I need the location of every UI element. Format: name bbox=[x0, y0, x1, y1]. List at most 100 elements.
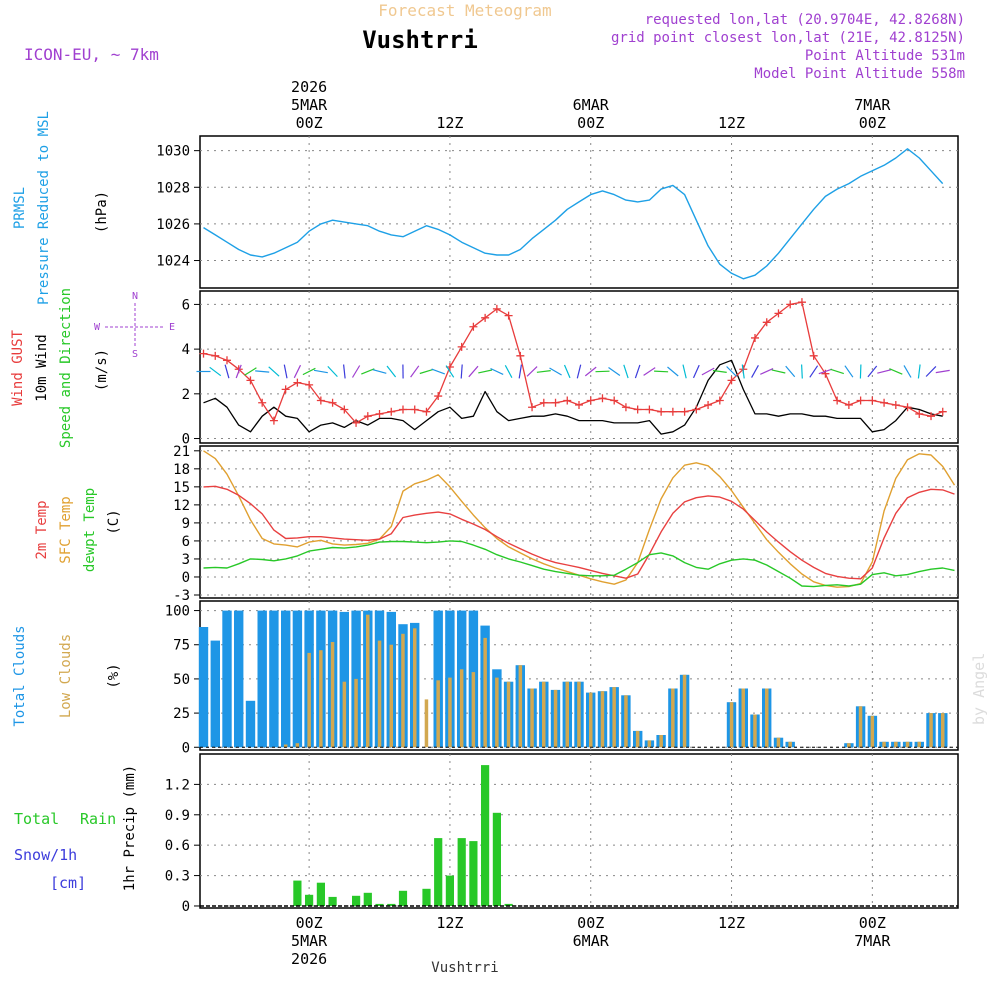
wind-direction-arrow bbox=[469, 366, 478, 377]
total-cloud-bar bbox=[281, 611, 290, 748]
clouds-ytick-label: 75 bbox=[173, 638, 190, 654]
low-cloud-bar bbox=[390, 645, 394, 748]
wind-direction-arrow bbox=[926, 366, 936, 376]
top-time-label: 00Z bbox=[577, 114, 604, 132]
gust-marker bbox=[610, 397, 618, 405]
wind-direction-arrow bbox=[596, 371, 610, 372]
rain-bar bbox=[469, 841, 477, 906]
rain-bar bbox=[364, 893, 372, 906]
temperature-ytick-label: 18 bbox=[173, 462, 190, 478]
low-cloud-bar bbox=[331, 642, 335, 747]
gridpoint-coords: grid point closest lon,lat (21E, 42.8125… bbox=[611, 30, 965, 46]
wind-direction-arrow bbox=[344, 365, 346, 379]
location-title: Vushtrri bbox=[362, 26, 478, 54]
pressure-ytick-label: 1024 bbox=[156, 254, 190, 270]
wind-direction-arrow bbox=[802, 365, 803, 379]
bottom-time-label: 6MAR bbox=[573, 932, 610, 950]
wind-direction-arrow bbox=[668, 367, 679, 376]
wind-direction-arrow bbox=[411, 366, 419, 377]
low-cloud-bar bbox=[542, 682, 546, 748]
compass-n: N bbox=[132, 291, 138, 302]
top-time-label: 00Z bbox=[296, 114, 323, 132]
pressure-ytick-label: 1030 bbox=[156, 144, 190, 160]
wind-direction-arrow bbox=[624, 365, 628, 378]
total-clouds-label: Total Clouds bbox=[12, 625, 28, 726]
compass-w: W bbox=[94, 322, 101, 333]
model-altitude: Model Point Altitude 558m bbox=[754, 66, 965, 82]
wind-direction-arrow bbox=[361, 369, 374, 374]
wind-direction-arrow bbox=[478, 370, 492, 373]
wind-direction-arrow bbox=[328, 366, 338, 376]
wind-direction-arrow bbox=[505, 365, 512, 377]
wind-direction-arrow bbox=[269, 367, 279, 376]
temp-units: (C) bbox=[106, 509, 122, 534]
low-cloud-bar bbox=[436, 680, 440, 747]
low-cloud-bar bbox=[366, 615, 370, 748]
gust-marker bbox=[458, 343, 466, 351]
wind-direction-arrow bbox=[245, 368, 257, 375]
low-cloud-bar bbox=[577, 682, 581, 748]
gust-marker bbox=[505, 312, 513, 320]
low-cloud-bar bbox=[730, 702, 734, 747]
wind-direction-arrow bbox=[565, 365, 571, 378]
wind-labels: Wind GUST 10m Wind Speed and Direction (… bbox=[10, 288, 175, 448]
clouds-units: (%) bbox=[106, 663, 122, 688]
gust-marker bbox=[634, 405, 642, 413]
low-cloud-bar bbox=[636, 731, 640, 747]
bottom-time-label: 7MAR bbox=[854, 932, 891, 950]
wind-direction-arrow bbox=[284, 365, 287, 379]
wind-direction-arrow bbox=[654, 371, 668, 372]
prmsl-label: PRMSL bbox=[12, 187, 28, 229]
wind-direction-arrow bbox=[519, 365, 521, 379]
rain-bar bbox=[399, 891, 407, 906]
gust-marker bbox=[622, 403, 630, 411]
point-altitude: Point Altitude 531m bbox=[805, 48, 965, 64]
gust-marker bbox=[293, 379, 301, 387]
wind-ytick-label: 2 bbox=[182, 387, 190, 403]
gust-marker bbox=[716, 397, 724, 405]
wind-direction-arrow bbox=[936, 370, 950, 372]
chart-title: Forecast Meteogram bbox=[378, 1, 551, 20]
rain-bar bbox=[293, 881, 301, 906]
temperature-ytick-label: 21 bbox=[173, 444, 190, 460]
dewpoint-line bbox=[204, 541, 955, 587]
low-cloud-bar bbox=[343, 682, 347, 748]
wind-direction-arrow bbox=[786, 366, 795, 377]
gust-marker bbox=[411, 405, 419, 413]
wind-direction-arrow bbox=[577, 365, 580, 379]
low-cloud-bar bbox=[859, 706, 863, 747]
low-cloud-bar bbox=[589, 693, 593, 748]
gust-marker bbox=[587, 397, 595, 405]
wind-direction-arrow bbox=[760, 369, 773, 375]
bottom-time-label: 12Z bbox=[718, 914, 745, 932]
wind-direction-arrow bbox=[225, 365, 229, 379]
low-cloud-bar bbox=[401, 634, 405, 748]
bottom-time-label: 5MAR bbox=[291, 932, 328, 950]
prmsl-units: (hPa) bbox=[94, 191, 110, 233]
top-time-label: 2026 bbox=[291, 78, 327, 96]
total-cloud-bar bbox=[234, 611, 243, 748]
low-cloud-bar bbox=[906, 742, 910, 748]
total-cloud-bar bbox=[246, 701, 255, 748]
dew-label: dewpt Temp bbox=[82, 488, 98, 572]
low-cloud-bar bbox=[882, 742, 886, 748]
precip-total-label: Total bbox=[14, 810, 59, 828]
low-cloud-bar bbox=[460, 669, 464, 747]
gust-marker bbox=[657, 408, 665, 416]
plots: 10241026102810300246-3036912151821025507… bbox=[156, 78, 958, 968]
low-cloud-bar bbox=[894, 742, 898, 748]
low-cloud-bar bbox=[483, 638, 487, 747]
bottom-time-label: 00Z bbox=[859, 914, 886, 932]
wind-direction-arrow bbox=[918, 365, 920, 379]
precip-labels: Total Rain Snow/1h [cm] 1hr Precip (mm) bbox=[14, 765, 138, 892]
wind-direction-arrow bbox=[877, 370, 891, 373]
total-cloud-bar bbox=[293, 611, 302, 748]
gust-marker bbox=[575, 401, 583, 409]
low-cloud-bar bbox=[566, 682, 570, 748]
rain-bar bbox=[352, 896, 360, 906]
model-label: ICON-EU, ~ 7km bbox=[24, 45, 159, 64]
rain-bar bbox=[434, 838, 442, 906]
low-cloud-bar bbox=[448, 678, 452, 748]
gust-marker bbox=[329, 399, 337, 407]
